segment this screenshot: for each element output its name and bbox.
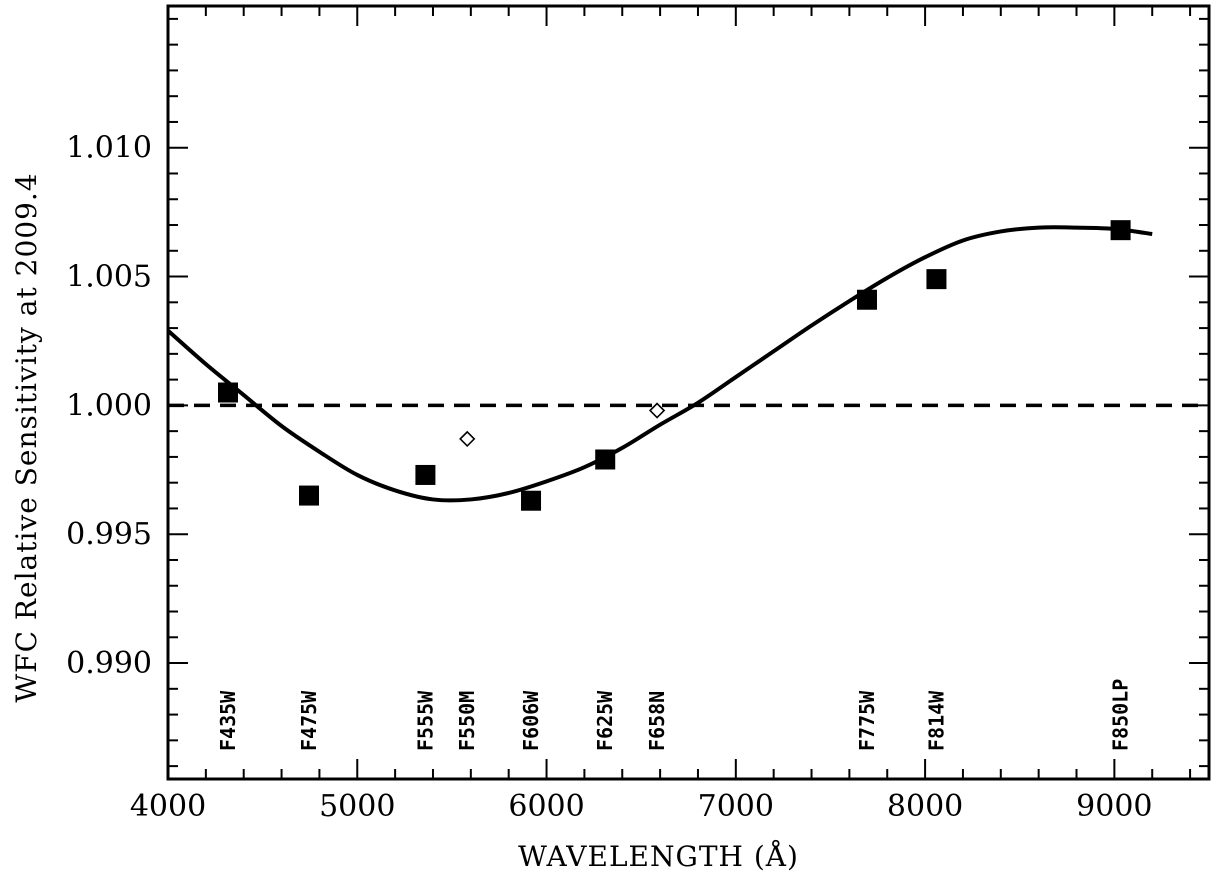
point-square-f435w	[218, 383, 238, 403]
x-tick-label: 4000	[130, 789, 206, 824]
minor-ticks	[168, 6, 1209, 779]
filter-label-f775w: F775W	[855, 690, 879, 751]
y-tick-label: 1.000	[66, 388, 152, 423]
filter-label-f606w: F606W	[519, 690, 543, 751]
y-tick-label: 1.010	[66, 131, 152, 166]
filter-label-f814w: F814W	[924, 690, 948, 751]
major-ticks	[168, 6, 1209, 779]
y-tick-label: 0.995	[66, 517, 152, 552]
x-axis-title: WAVELENGTH (Å)	[518, 840, 799, 873]
point-square-f475w	[299, 486, 319, 506]
filter-label-f658n: F658N	[645, 691, 669, 751]
point-square-f625w	[595, 449, 615, 469]
x-tick-label: 9000	[1076, 789, 1152, 824]
x-tick-label: 8000	[887, 789, 963, 824]
point-square-f555w	[415, 465, 435, 485]
y-tick-label: 0.990	[66, 646, 152, 681]
filter-label-f435w: F435W	[216, 690, 240, 751]
point-diamond-f658n	[650, 404, 664, 418]
x-tick-label: 7000	[698, 789, 774, 824]
x-tick-labels-group: 4000 5000 6000 7000 8000 9000	[130, 789, 1153, 824]
filter-label-f850lp: F850LP	[1109, 679, 1133, 751]
filter-label-f555w: F555W	[413, 690, 437, 751]
point-square-f814w	[926, 269, 946, 289]
filter-label-f625w: F625W	[593, 690, 617, 751]
plot-frame	[168, 6, 1209, 779]
filter-label-f550m: F550M	[455, 691, 479, 751]
x-tick-label: 6000	[508, 789, 584, 824]
fit-curve-group	[168, 227, 1152, 500]
point-square-f850lp	[1111, 220, 1131, 240]
filter-labels-group: F435W F475W F555W F550M F606W F625W F658N F775W…	[216, 679, 1133, 751]
filter-label-f475w: F475W	[297, 690, 321, 751]
point-diamond-f550m	[460, 432, 474, 446]
point-square-f606w	[521, 491, 541, 511]
x-tick-label: 5000	[319, 789, 395, 824]
y-tick-label: 1.005	[66, 260, 152, 295]
data-points-group	[218, 220, 1131, 511]
fit-curve-line	[168, 227, 1152, 500]
point-square-f775w	[857, 290, 877, 310]
y-axis-title: WFC Relative Sensitivity at 2009.4	[10, 172, 43, 702]
y-tick-labels-group: 0.990 0.995 1.000 1.005 1.010	[66, 131, 152, 681]
